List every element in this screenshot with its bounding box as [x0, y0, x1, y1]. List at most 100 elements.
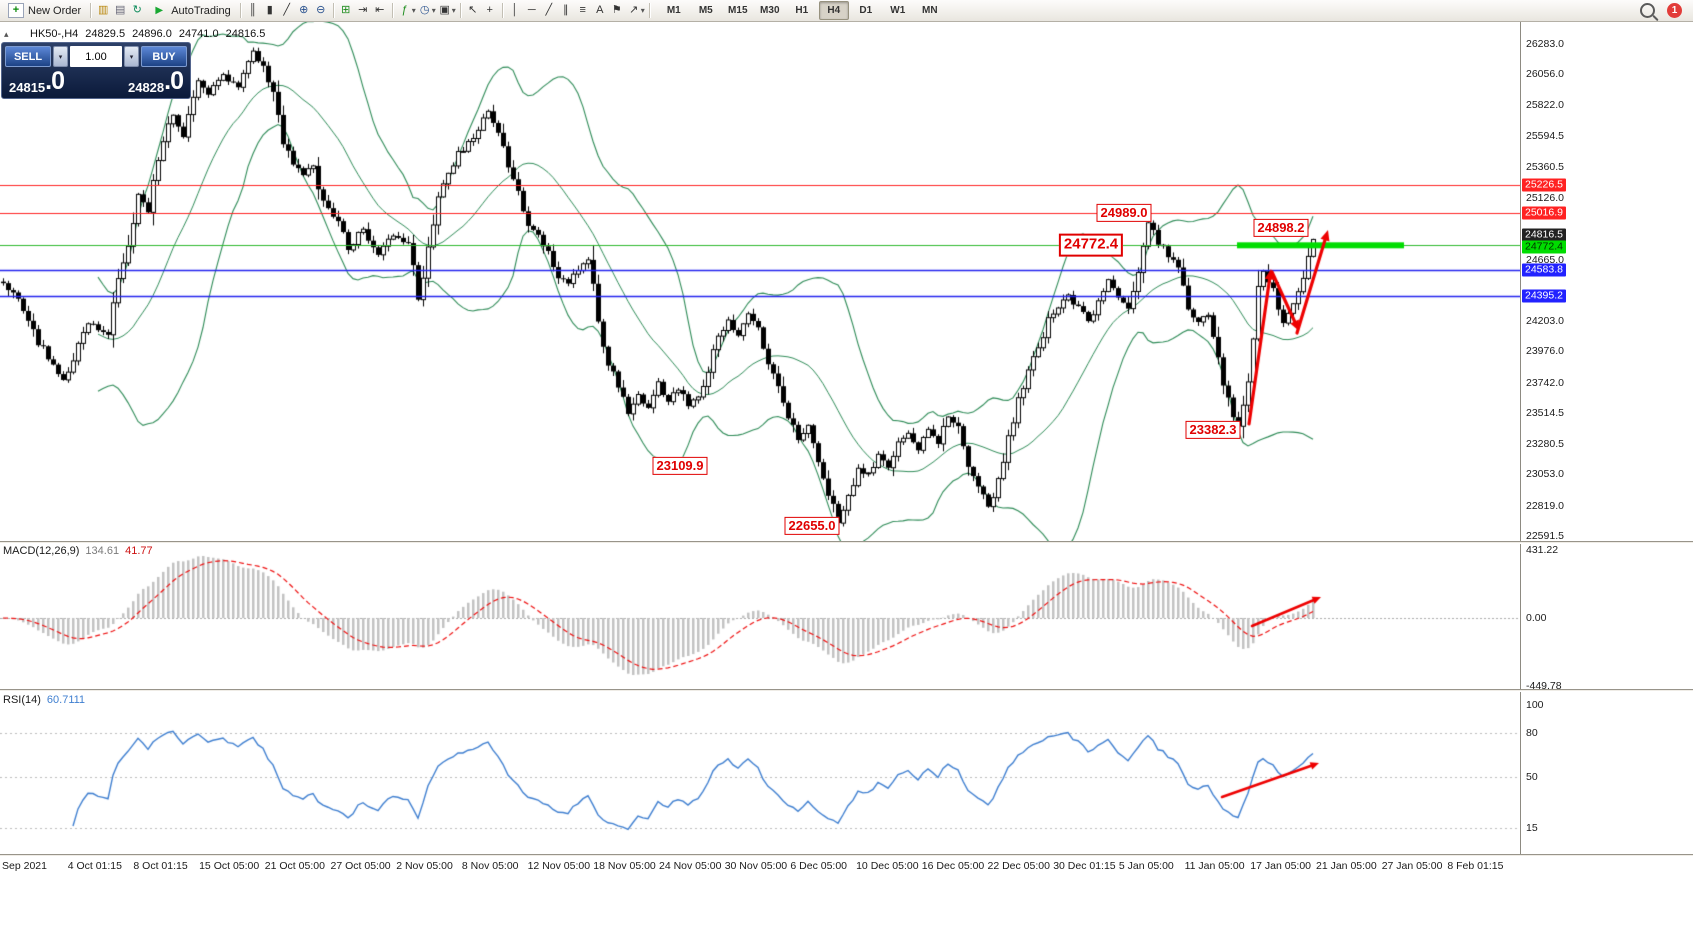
toolbar-separator: [501, 3, 503, 18]
close-value: 24816.5: [225, 28, 266, 40]
buy-button[interactable]: BUY: [141, 46, 187, 67]
new-order-button[interactable]: + New Order: [3, 1, 86, 21]
buy-price[interactable]: 24828.0: [127, 69, 184, 95]
refresh-icon[interactable]: ↻: [132, 4, 142, 16]
time-axis-label: 22 Dec 05:00: [987, 860, 1050, 872]
price-tick: 25594.5: [1526, 129, 1564, 142]
sell-button[interactable]: SELL: [5, 46, 51, 67]
volume-up-button[interactable]: ▾: [124, 46, 139, 67]
zoom-out-icon[interactable]: ⊖: [316, 4, 326, 16]
rsi-axis-label: 50: [1526, 771, 1538, 783]
price-tick: 23976.0: [1526, 345, 1564, 358]
tile-windows-icon[interactable]: ⊞: [341, 4, 351, 16]
templates-icon[interactable]: ▣: [439, 4, 450, 16]
time-axis-label: 27 Oct 05:00: [330, 860, 391, 872]
timeframe-mn[interactable]: MN: [922, 5, 938, 16]
toolbar-separator: [391, 3, 393, 18]
rsi-panel-canvas[interactable]: [0, 692, 1520, 854]
notification-badge[interactable]: 1: [1667, 3, 1682, 18]
timeframe-w1[interactable]: W1: [890, 5, 906, 16]
channel-tool-icon[interactable]: ∥: [563, 4, 569, 16]
time-axis-label: 8 Feb 01:15: [1447, 860, 1504, 872]
low-value: 24741.0: [178, 28, 219, 40]
price-tick: 22819.0: [1526, 499, 1564, 512]
timeframe-h1[interactable]: H1: [795, 5, 809, 16]
panel-divider-macd[interactable]: [0, 541, 1693, 544]
toolbar-separator: [648, 3, 650, 18]
one-click-collapse-icon[interactable]: ▴: [4, 29, 9, 39]
macd-value-signal: 41.77: [125, 545, 153, 557]
time-axis-label: 4 Oct 01:15: [67, 860, 122, 872]
price-line-label: 25226.5: [1522, 178, 1566, 192]
price-chart-canvas[interactable]: [0, 22, 1520, 541]
line-chart-icon[interactable]: ╱: [283, 4, 291, 16]
ohlc-info: HK50-,H4 24829.5 24896.0 24741.0 24816.5: [30, 28, 272, 40]
text-tool-icon[interactable]: A: [596, 4, 604, 16]
candlestick-chart-icon[interactable]: ▮: [266, 4, 273, 16]
fibonacci-tool-icon[interactable]: ≡: [579, 4, 586, 16]
sell-price[interactable]: 24815.0: [9, 69, 65, 95]
price-tick: 26056.0: [1526, 68, 1564, 81]
macd-name: MACD(12,26,9): [3, 545, 80, 557]
buy-price-main: 24828: [127, 80, 165, 95]
periods-clock-icon[interactable]: ◷: [419, 4, 430, 16]
autotrading-button[interactable]: ▶ AutoTrading: [146, 1, 236, 21]
zoom-in-icon[interactable]: ⊕: [299, 4, 309, 16]
indicators-icon[interactable]: ƒ: [401, 4, 408, 16]
arrows-tool-icon[interactable]: ↗: [629, 4, 639, 16]
timeframe-d1[interactable]: D1: [859, 5, 873, 16]
price-tick: 24665.0: [1526, 253, 1564, 266]
price-tag-annotation[interactable]: 22655.0: [784, 516, 840, 536]
timeframe-group: M1 M5 M15 M30 H1 H4 D1 W1 MN: [658, 1, 946, 20]
timeframe-h4[interactable]: H4: [818, 1, 849, 20]
text-label-tool-icon[interactable]: ⚑: [611, 4, 622, 16]
price-tag-annotation[interactable]: 23382.3: [1185, 420, 1241, 440]
timeframe-m15[interactable]: M15: [728, 5, 748, 16]
macd-panel-canvas[interactable]: [0, 545, 1520, 689]
price-tag-annotation[interactable]: 24989.0: [1096, 203, 1152, 223]
templates-caret-icon[interactable]: ▾: [451, 6, 456, 15]
price-line-label: 25016.9: [1522, 206, 1566, 220]
price-tag-annotation[interactable]: 23109.9: [652, 456, 708, 476]
volume-down-button[interactable]: ▾: [53, 46, 68, 67]
trendline-tool-icon[interactable]: ╱: [545, 4, 553, 16]
price-tick: 22591.5: [1526, 529, 1564, 542]
price-tag-annotation[interactable]: 24772.4: [1058, 233, 1124, 257]
time-axis-label: 21 Jan 05:00: [1316, 860, 1377, 872]
cursor-icon[interactable]: ↖: [468, 4, 478, 16]
price-tick: 25126.0: [1526, 192, 1564, 205]
vertical-line-tool-icon[interactable]: │: [511, 4, 519, 16]
time-axis-label: 15 Oct 05:00: [199, 860, 260, 872]
time-axis-label: 30 Dec 01:15: [1053, 860, 1116, 872]
crosshair-icon[interactable]: +: [486, 4, 493, 16]
time-axis-label: Sep 2021: [2, 860, 47, 872]
arrows-caret-icon[interactable]: ▾: [640, 6, 645, 15]
bar-chart-icon[interactable]: ║: [248, 4, 257, 16]
timeframe-m1[interactable]: M1: [666, 5, 681, 16]
time-axis-label: 5 Jan 05:00: [1118, 860, 1174, 872]
toolbar-right-group: 1: [1640, 3, 1690, 18]
panel-divider-time: [0, 854, 1693, 857]
search-icon[interactable]: [1640, 3, 1655, 18]
price-tick: 26283.0: [1526, 38, 1564, 50]
price-line-label: 24583.8: [1522, 263, 1566, 277]
indicators-caret-icon[interactable]: ▾: [411, 6, 416, 15]
profiles-icon[interactable]: ▤: [114, 4, 126, 16]
horizontal-line-tool-icon[interactable]: ─: [527, 4, 536, 16]
timeframe-m30[interactable]: M30: [760, 5, 780, 16]
timeframe-m5[interactable]: M5: [698, 5, 713, 16]
price-axis-line[interactable]: [1520, 22, 1521, 857]
auto-scroll-icon[interactable]: ⇥: [358, 4, 368, 16]
toolbar-separator: [332, 3, 334, 18]
chart-shift-icon[interactable]: ⇤: [375, 4, 385, 16]
panel-divider-rsi[interactable]: [0, 689, 1693, 692]
one-click-trading-panel: SELL ▾ 1.00 ▾ BUY 24815.0 24828.0: [1, 42, 191, 99]
charts-icon[interactable]: ▥: [97, 4, 109, 16]
sell-price-main: 24815: [9, 80, 46, 95]
periods-caret-icon[interactable]: ▾: [431, 6, 436, 15]
price-tick: 23742.0: [1526, 376, 1564, 389]
volume-input[interactable]: 1.00: [70, 46, 122, 67]
price-tag-annotation[interactable]: 24898.2: [1253, 218, 1309, 238]
time-axis-label: 8 Nov 05:00: [461, 860, 519, 872]
